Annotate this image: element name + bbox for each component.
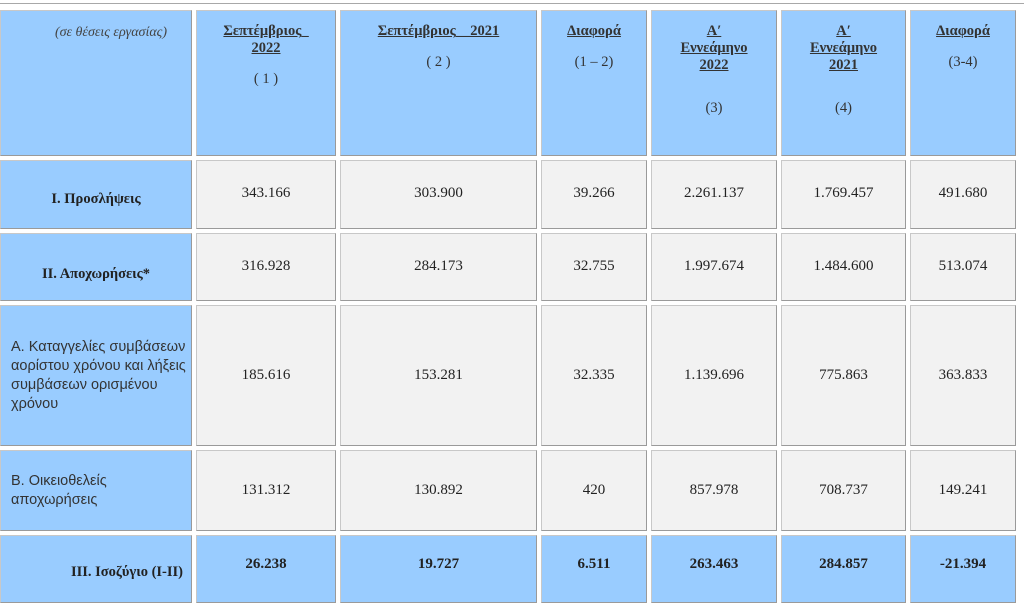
table-cell: 513.074: [910, 233, 1016, 301]
table-cell: 303.900: [340, 160, 537, 229]
row-label: ΙΙΙ. Ισοζύγιο (Ι-ΙΙ): [0, 535, 192, 603]
col-header-diff-3-4: Διαφορά (3-4): [910, 10, 1016, 156]
col-title-period: Εννεάμηνο: [809, 40, 878, 56]
table-cell: 1.769.457: [781, 160, 906, 229]
col-header-9m-2021: Α′ Εννεάμηνο 2021 (4): [781, 10, 906, 156]
table-cell: 263.463: [651, 535, 777, 603]
table-cell: 185.616: [196, 305, 336, 446]
row-label: ΙΙ. Αποχωρήσεις*: [0, 233, 192, 301]
table-cell: 2.261.137: [651, 160, 777, 229]
col-title: Διαφορά: [936, 23, 990, 39]
table-cell: 1.997.674: [651, 233, 777, 301]
table-cell: 32.755: [541, 233, 647, 301]
col-title-year: 2022: [251, 40, 281, 56]
col-title-year: 2022: [699, 57, 729, 73]
col-index: (1 – 2): [574, 54, 614, 70]
col-title: Σεπτέμβριος_: [223, 23, 309, 39]
table-cell: 149.241: [910, 450, 1016, 531]
table-cell: 39.266: [541, 160, 647, 229]
col-title: Σεπτέμβριος__2021: [377, 23, 500, 39]
col-title: Α′: [836, 23, 851, 39]
table-cell: 284.173: [340, 233, 537, 301]
employment-table: (σε θέσεις εργασίας) Σεπτέμβριος_ 2022( 1…: [0, 10, 1016, 603]
unit-label: (σε θέσεις εργασίας): [0, 10, 192, 156]
top-divider: [0, 3, 1024, 4]
col-title-period: Εννεάμηνο: [680, 40, 748, 56]
table-cell: 1.139.696: [651, 305, 777, 446]
table-cell: 1.484.600: [781, 233, 906, 301]
table-cell: 343.166: [196, 160, 336, 229]
table-cell: 19.727: [340, 535, 537, 603]
table-cell: 363.833: [910, 305, 1016, 446]
row-label: Α. Καταγγελίες συμβάσεων αορίστου χρόνου…: [0, 305, 192, 446]
table-cell: 153.281: [340, 305, 537, 446]
col-index: (4): [835, 100, 852, 116]
col-index: (3-4): [948, 54, 978, 70]
table-cell: 491.680: [910, 160, 1016, 229]
col-header-9m-2022: Α′ Εννεάμηνο 2022 (3): [651, 10, 777, 156]
table-cell: 32.335: [541, 305, 647, 446]
col-title: Διαφορά: [567, 23, 621, 39]
col-title: Α′: [706, 23, 722, 39]
table-cell: 316.928: [196, 233, 336, 301]
table-cell: 775.863: [781, 305, 906, 446]
col-header-diff-1-2: Διαφορά (1 – 2): [541, 10, 647, 156]
table-cell: 420: [541, 450, 647, 531]
col-index: ( 2 ): [426, 54, 451, 70]
table-cell: 6.511: [541, 535, 647, 603]
col-index: ( 1 ): [253, 71, 279, 87]
table-cell: 708.737: [781, 450, 906, 531]
table-cell: 131.312: [196, 450, 336, 531]
col-title-year: 2021: [829, 57, 858, 73]
table-cell: 26.238: [196, 535, 336, 603]
col-header-sep-2021: Σεπτέμβριος__2021 ( 2 ): [340, 10, 537, 156]
row-label: Ι. Προσλήψεις: [0, 160, 192, 229]
col-header-sep-2022: Σεπτέμβριος_ 2022 ( 1 ): [196, 10, 336, 156]
table-cell: 130.892: [340, 450, 537, 531]
table-cell: 857.978: [651, 450, 777, 531]
table-cell: 284.857: [781, 535, 906, 603]
col-index: (3): [705, 100, 723, 116]
row-label: Β. Οικειοθελείς αποχωρήσεις: [0, 450, 192, 531]
table-cell: -21.394: [910, 535, 1016, 603]
